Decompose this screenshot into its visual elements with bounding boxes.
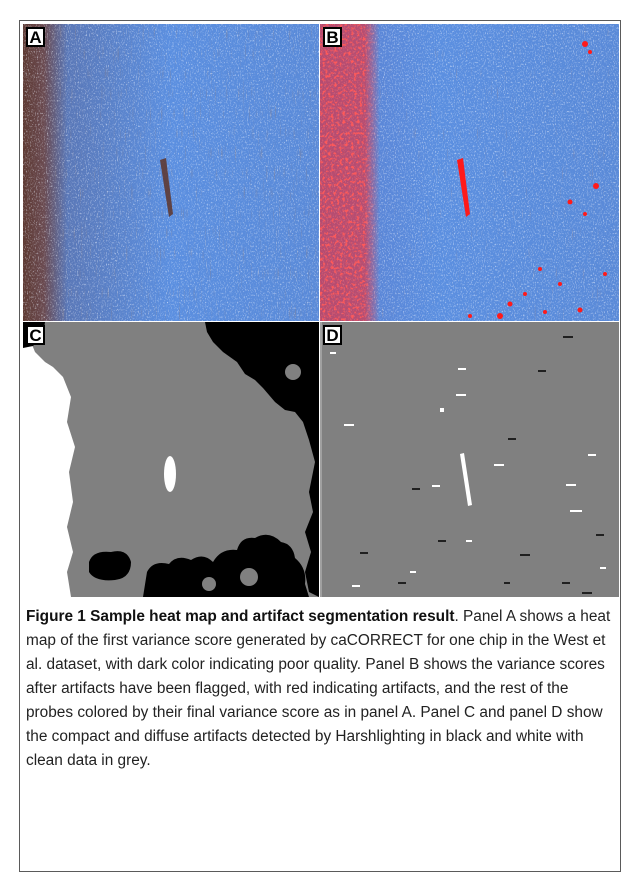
panel-d-label: D (323, 325, 342, 345)
panel-a-heatmap: A (23, 24, 319, 321)
panel-b-label: B (323, 27, 342, 47)
figure-caption-title: Figure 1 Sample heat map and artifact se… (26, 608, 455, 625)
panel-a-label: A (26, 27, 45, 47)
panel-c-label: C (26, 325, 45, 345)
panel-c-compact-artifacts: C (23, 322, 319, 597)
figure-caption-body: Panel A shows a heat map of the first va… (26, 608, 611, 769)
figure-caption-title-end: . (454, 608, 459, 625)
figure-caption: Figure 1 Sample heat map and artifact se… (26, 605, 616, 773)
figure-panels: A (23, 24, 619, 597)
panel-d-diffuse-artifacts: D (320, 322, 619, 597)
panel-b-artifacts: B (320, 24, 619, 321)
